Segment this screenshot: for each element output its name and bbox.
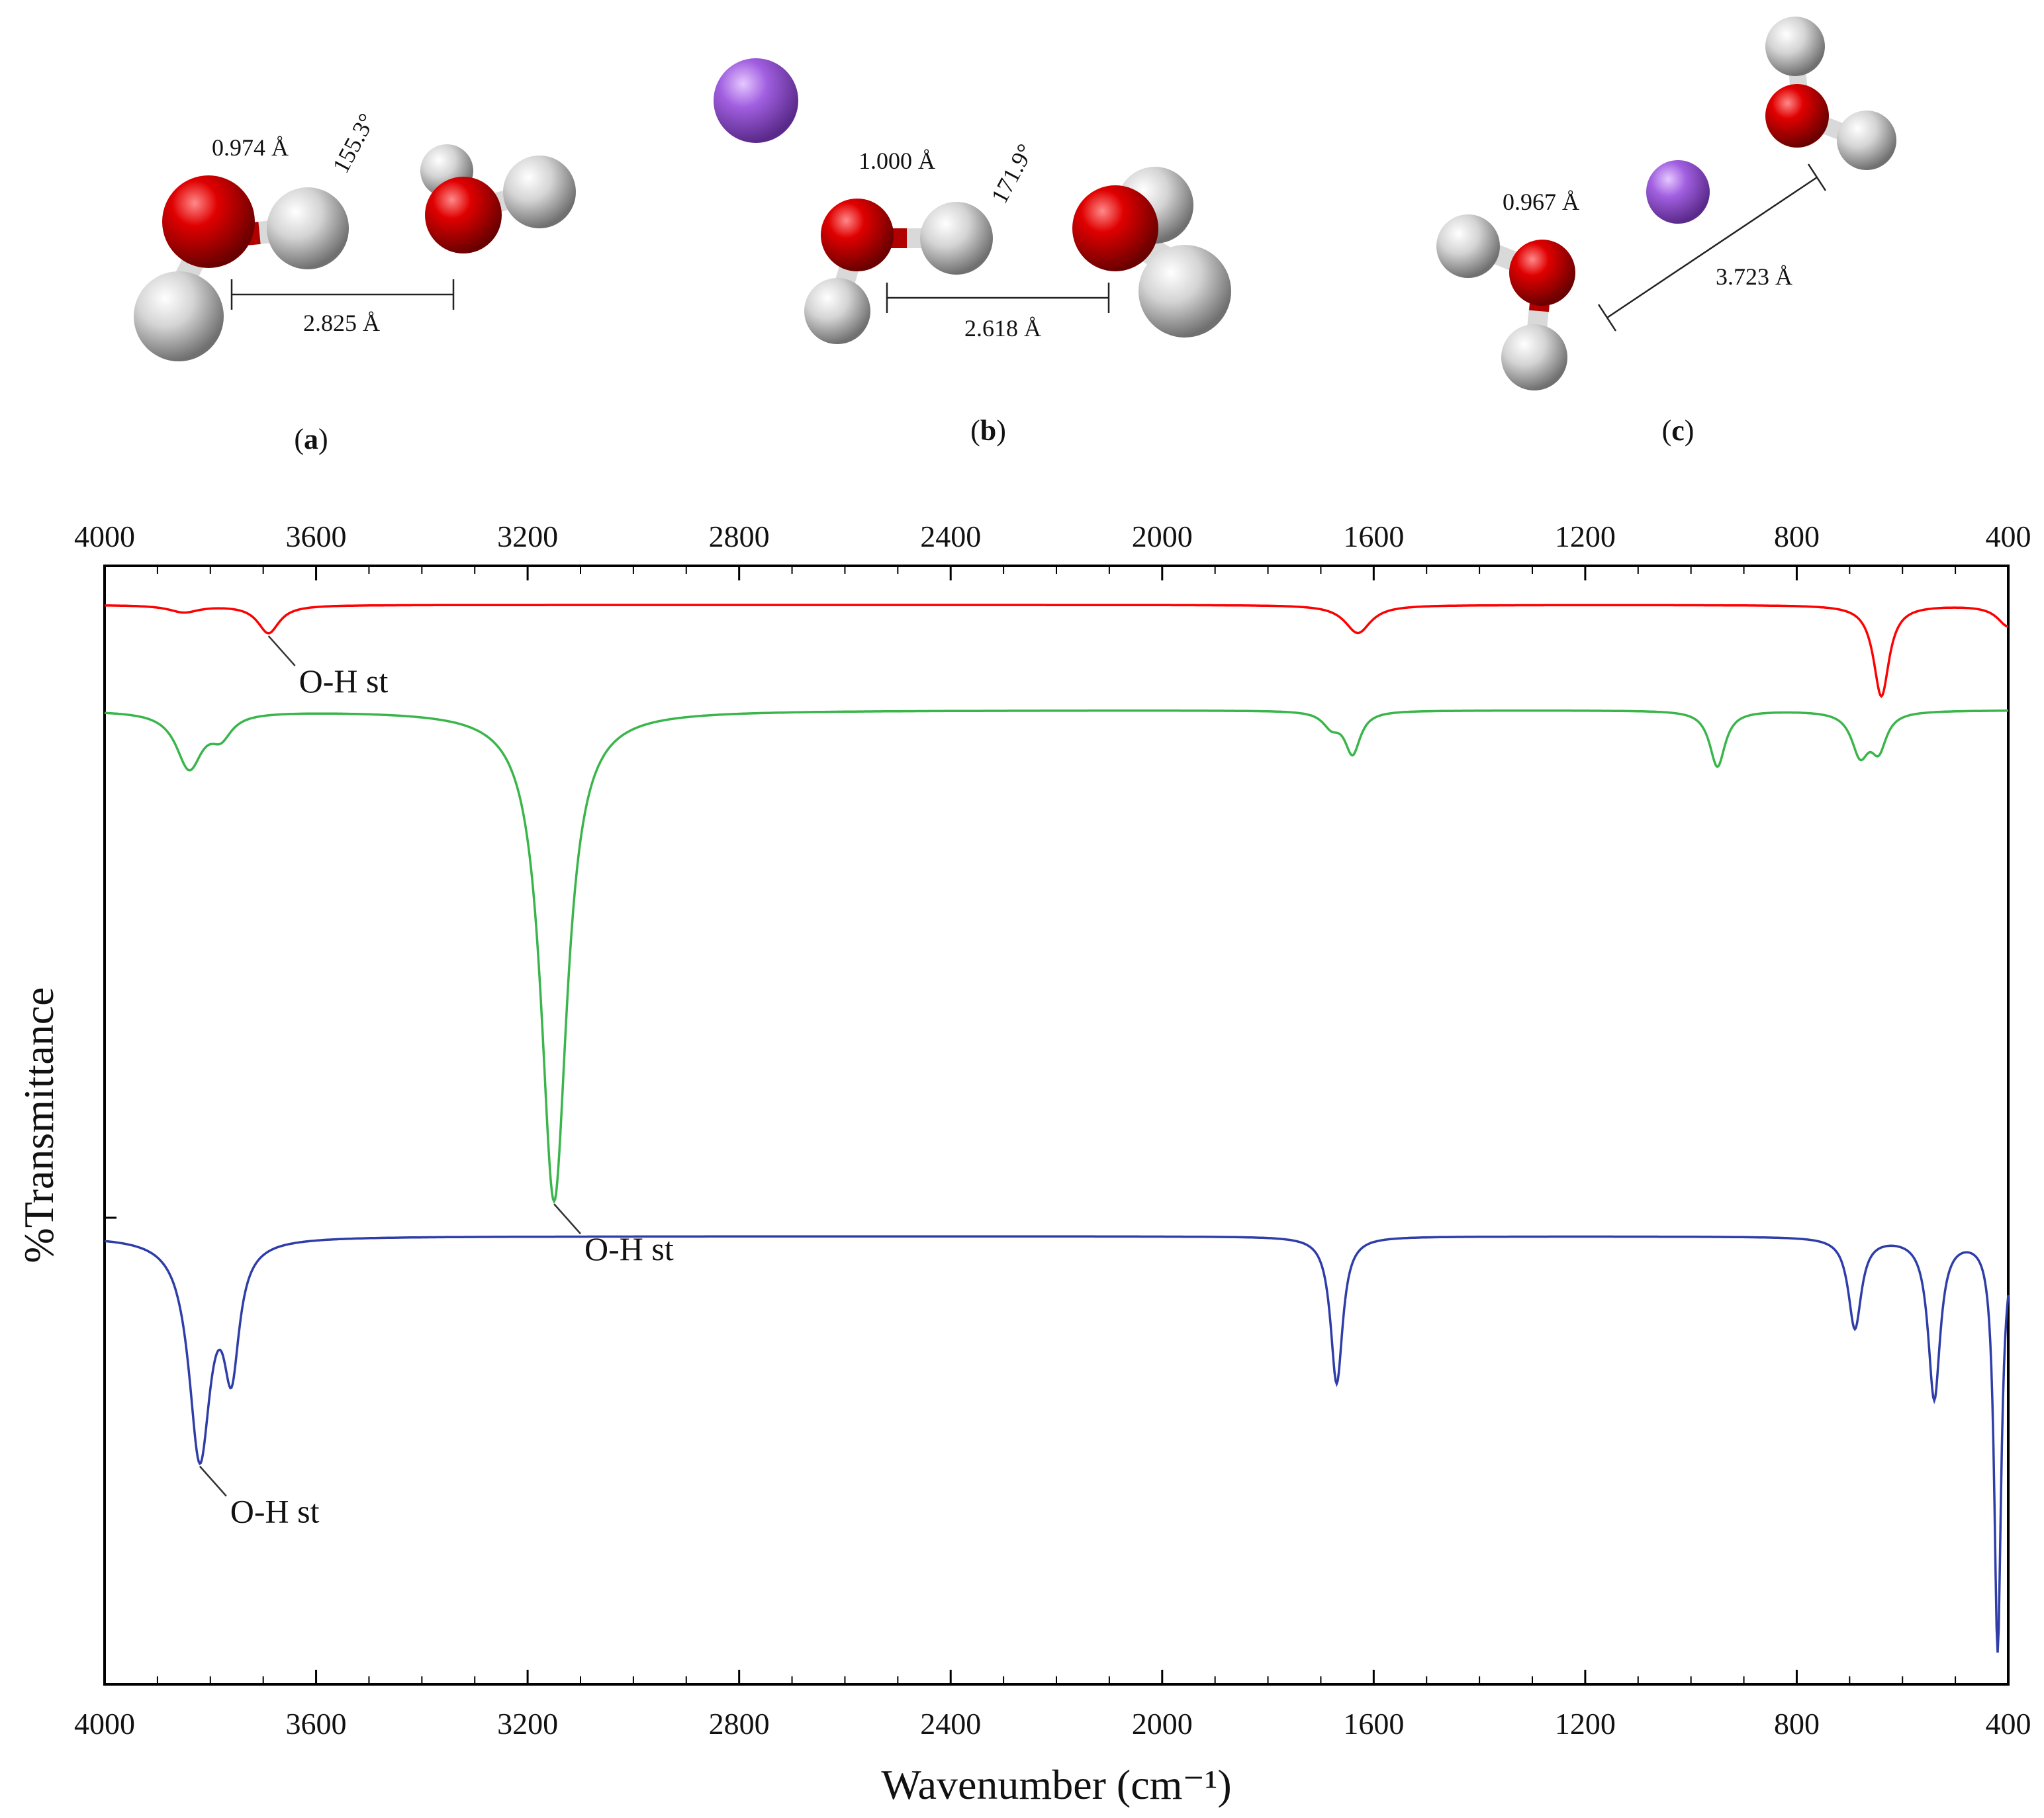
spectrum-series-0 bbox=[104, 604, 2009, 698]
annotation-layer: O-H st O-H st O-H st bbox=[199, 635, 674, 1529]
distance-marker bbox=[230, 279, 455, 310]
bottom-tick-labels: 4000 3600 3200 2800 2400 2000 1600 1200 800 400 bbox=[74, 1707, 2031, 1741]
spectrum-series-2 bbox=[104, 1235, 2010, 1653]
x-tick-label-top: 3600 bbox=[286, 520, 347, 553]
hydrogen-atom bbox=[920, 202, 993, 275]
x-tick-label-top: 2400 bbox=[920, 520, 981, 553]
distance-label: 2.618 Å bbox=[964, 315, 1041, 341]
hydrogen-atom bbox=[1837, 111, 1896, 170]
distance-marker bbox=[886, 283, 1110, 313]
x-tick-label-top: 4000 bbox=[74, 520, 135, 553]
x-tick-label-top: 3200 bbox=[497, 520, 558, 553]
oxygen-atom bbox=[821, 199, 894, 271]
panel-a: 0.974 Å 155.3° 2.825 Å (a) bbox=[134, 109, 576, 455]
x-tick-label-top: 400 bbox=[1986, 520, 2031, 553]
oxygen-atom bbox=[162, 175, 255, 268]
water-molecule-c1 bbox=[1436, 214, 1575, 390]
oxygen-atom bbox=[1072, 185, 1158, 271]
x-tick-label-bottom: 2800 bbox=[709, 1707, 770, 1741]
angle-label: 171.9° bbox=[986, 140, 1039, 208]
x-tick-label-bottom: 800 bbox=[1774, 1707, 1820, 1741]
x-tick-label-bottom: 1600 bbox=[1343, 1707, 1404, 1741]
spectrum-series-1 bbox=[104, 709, 2008, 1204]
bond-length-label: 0.974 Å bbox=[212, 134, 289, 161]
panel-label: (c) bbox=[1662, 414, 1695, 447]
ion-atom bbox=[714, 58, 798, 143]
x-tick-label-bottom: 400 bbox=[1986, 1707, 2031, 1741]
panel-c: 0.967 Å 3.723 Å (c) bbox=[1436, 17, 1896, 447]
oxygen-atom bbox=[425, 177, 502, 253]
water-molecule-b1 bbox=[804, 199, 993, 344]
ion-atom bbox=[1646, 160, 1710, 224]
water-molecule-a2 bbox=[420, 144, 576, 253]
panel-label: (b) bbox=[970, 414, 1006, 447]
ir-spectrum-chart: 4000 3600 3200 2800 2400 2000 1600 1200 800 400 4… bbox=[15, 520, 2031, 1808]
x-tick-label-bottom: 2000 bbox=[1132, 1707, 1193, 1741]
hydrogen-atom bbox=[1765, 17, 1825, 76]
annotation-label: O-H st bbox=[230, 1492, 320, 1529]
panel-label: (a) bbox=[294, 423, 328, 455]
x-tick-label-bottom: 3200 bbox=[497, 1707, 558, 1741]
x-tick-label-top: 1200 bbox=[1555, 520, 1616, 553]
hydrogen-atom bbox=[267, 187, 349, 269]
x-tick-label-bottom: 4000 bbox=[74, 1707, 135, 1741]
panel-b: 1.000 Å 171.9° 2.618 Å (b) bbox=[714, 58, 1231, 447]
plot-frame bbox=[103, 565, 2010, 1686]
annotation-leader bbox=[199, 1465, 227, 1497]
angle-label: 155.3° bbox=[327, 109, 380, 177]
y-axis-label: %Transmittance bbox=[15, 987, 62, 1263]
bond-length-label: 0.967 Å bbox=[1503, 189, 1579, 215]
water-molecule-a1 bbox=[134, 175, 349, 361]
series-layer bbox=[104, 604, 2010, 1653]
hydrogen-atom bbox=[804, 278, 870, 344]
oxygen-atom bbox=[1509, 240, 1575, 306]
x-tick-label-top: 1600 bbox=[1343, 520, 1404, 553]
bond-length-label: 1.000 Å bbox=[859, 148, 935, 174]
annotation-label: O-H st bbox=[299, 662, 389, 700]
top-tick-labels: 4000 3600 3200 2800 2400 2000 1600 1200 800 400 bbox=[74, 520, 2031, 553]
water-molecule-c2 bbox=[1765, 17, 1896, 170]
x-tick-label-bottom: 1200 bbox=[1555, 1707, 1616, 1741]
annotation-label: O-H st bbox=[584, 1230, 674, 1267]
hydrogen-atom bbox=[1138, 245, 1231, 338]
oxygen-atom bbox=[1765, 84, 1829, 148]
distance-label: 3.723 Å bbox=[1716, 263, 1792, 290]
x-tick-label-bottom: 2400 bbox=[920, 1707, 981, 1741]
water-molecule-b2 bbox=[1072, 167, 1231, 338]
hydrogen-atom bbox=[503, 156, 576, 228]
hydrogen-atom bbox=[134, 271, 224, 361]
axis-ticks bbox=[103, 566, 2010, 1684]
x-tick-label-top: 2800 bbox=[709, 520, 770, 553]
hydrogen-atom bbox=[1501, 324, 1567, 390]
x-tick-label-top: 800 bbox=[1774, 520, 1820, 553]
annotation-leader bbox=[553, 1203, 581, 1235]
distance-label: 2.825 Å bbox=[303, 310, 380, 336]
annotation-leader bbox=[267, 635, 296, 666]
hydrogen-atom bbox=[1436, 214, 1500, 278]
distance-marker bbox=[1597, 163, 1827, 332]
x-axis-label: Wavenumber (cm⁻¹) bbox=[881, 1761, 1231, 1808]
x-tick-label-top: 2000 bbox=[1132, 520, 1193, 553]
x-tick-label-bottom: 3600 bbox=[286, 1707, 347, 1741]
